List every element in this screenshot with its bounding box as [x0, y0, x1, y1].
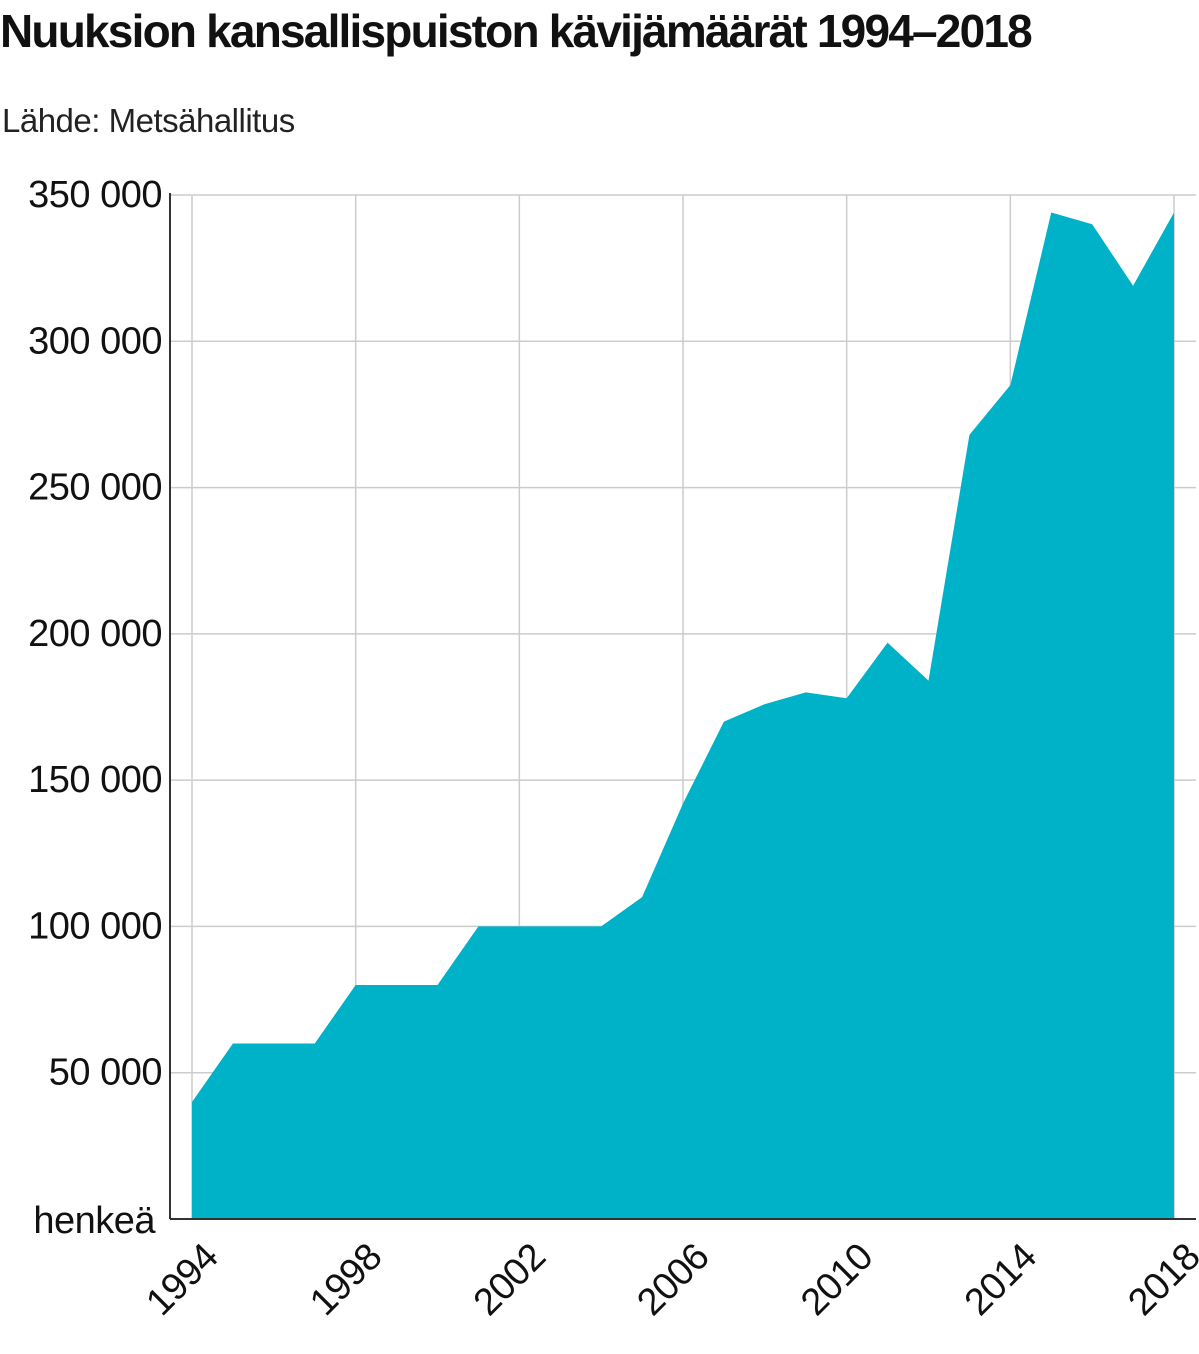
area-layer: [192, 212, 1174, 1219]
x-tick-label-2014: 2014: [957, 1236, 1045, 1324]
axis-layer: [169, 193, 1196, 1220]
visitors-area: [192, 212, 1174, 1219]
label-layer: 50 000 100 000 150 000 200 000 250 000 300 00…: [28, 174, 1199, 1324]
x-tick-label-2018: 2018: [1120, 1236, 1199, 1324]
y-tick-label-150000: 150 000: [28, 759, 162, 801]
y-tick-label-50000: 50 000: [49, 1052, 162, 1094]
chart-subtitle: Lähde: Metsähallitus: [2, 102, 295, 139]
y-tick-label-200000: 200 000: [28, 613, 162, 655]
x-tick-label-1994: 1994: [138, 1236, 226, 1324]
y-tick-label-100000: 100 000: [28, 905, 162, 947]
x-tick-label-2010: 2010: [793, 1236, 881, 1324]
y-unit-label: henkeä: [33, 1200, 156, 1242]
x-tick-label-1998: 1998: [302, 1236, 390, 1324]
y-tick-label-350000: 350 000: [28, 174, 162, 216]
y-tick-label-300000: 300 000: [28, 320, 162, 362]
chart-title: Nuuksion kansallispuiston kävijämäärät 1…: [0, 5, 1033, 57]
y-tick-label-250000: 250 000: [28, 467, 162, 509]
x-tick-label-2002: 2002: [466, 1236, 554, 1324]
x-tick-label-2006: 2006: [629, 1236, 717, 1324]
